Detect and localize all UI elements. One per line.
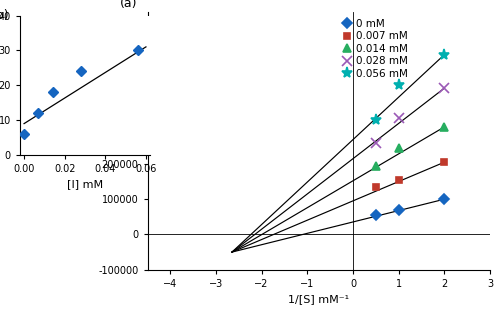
0.028 mM [442,86,448,90]
Legend: 0 mM, 0.007 mM, 0.014 mM, 0.028 mM, 0.056 mM: 0 mM, 0.007 mM, 0.014 mM, 0.028 mM, 0.05… [341,18,408,80]
0 mM [396,208,402,212]
0.007 mM [373,185,379,189]
0.007 mM [442,160,448,164]
0 mM [442,197,448,201]
0.056 mM [396,83,402,86]
0.028 mM [373,141,379,145]
0 mM [373,213,379,217]
Text: (b): (b) [0,8,9,21]
0.014 mM [396,146,402,150]
X-axis label: [I] mM: [I] mM [67,179,103,190]
0.056 mM [373,118,379,122]
Line: 0 mM: 0 mM [372,196,448,219]
0.007 mM [396,178,402,182]
X-axis label: 1/[S] mM⁻¹: 1/[S] mM⁻¹ [288,294,350,304]
0.014 mM [373,164,379,168]
Line: 0.007 mM: 0.007 mM [372,159,448,190]
Y-axis label: 1/V: 1/V [82,132,92,150]
Line: 0.056 mM: 0.056 mM [370,49,450,126]
0.056 mM [442,53,448,56]
Text: (a): (a) [120,0,138,10]
0.014 mM [442,125,448,129]
0.028 mM [396,116,402,120]
Line: 0.014 mM: 0.014 mM [372,123,448,170]
Line: 0.028 mM: 0.028 mM [371,83,449,148]
